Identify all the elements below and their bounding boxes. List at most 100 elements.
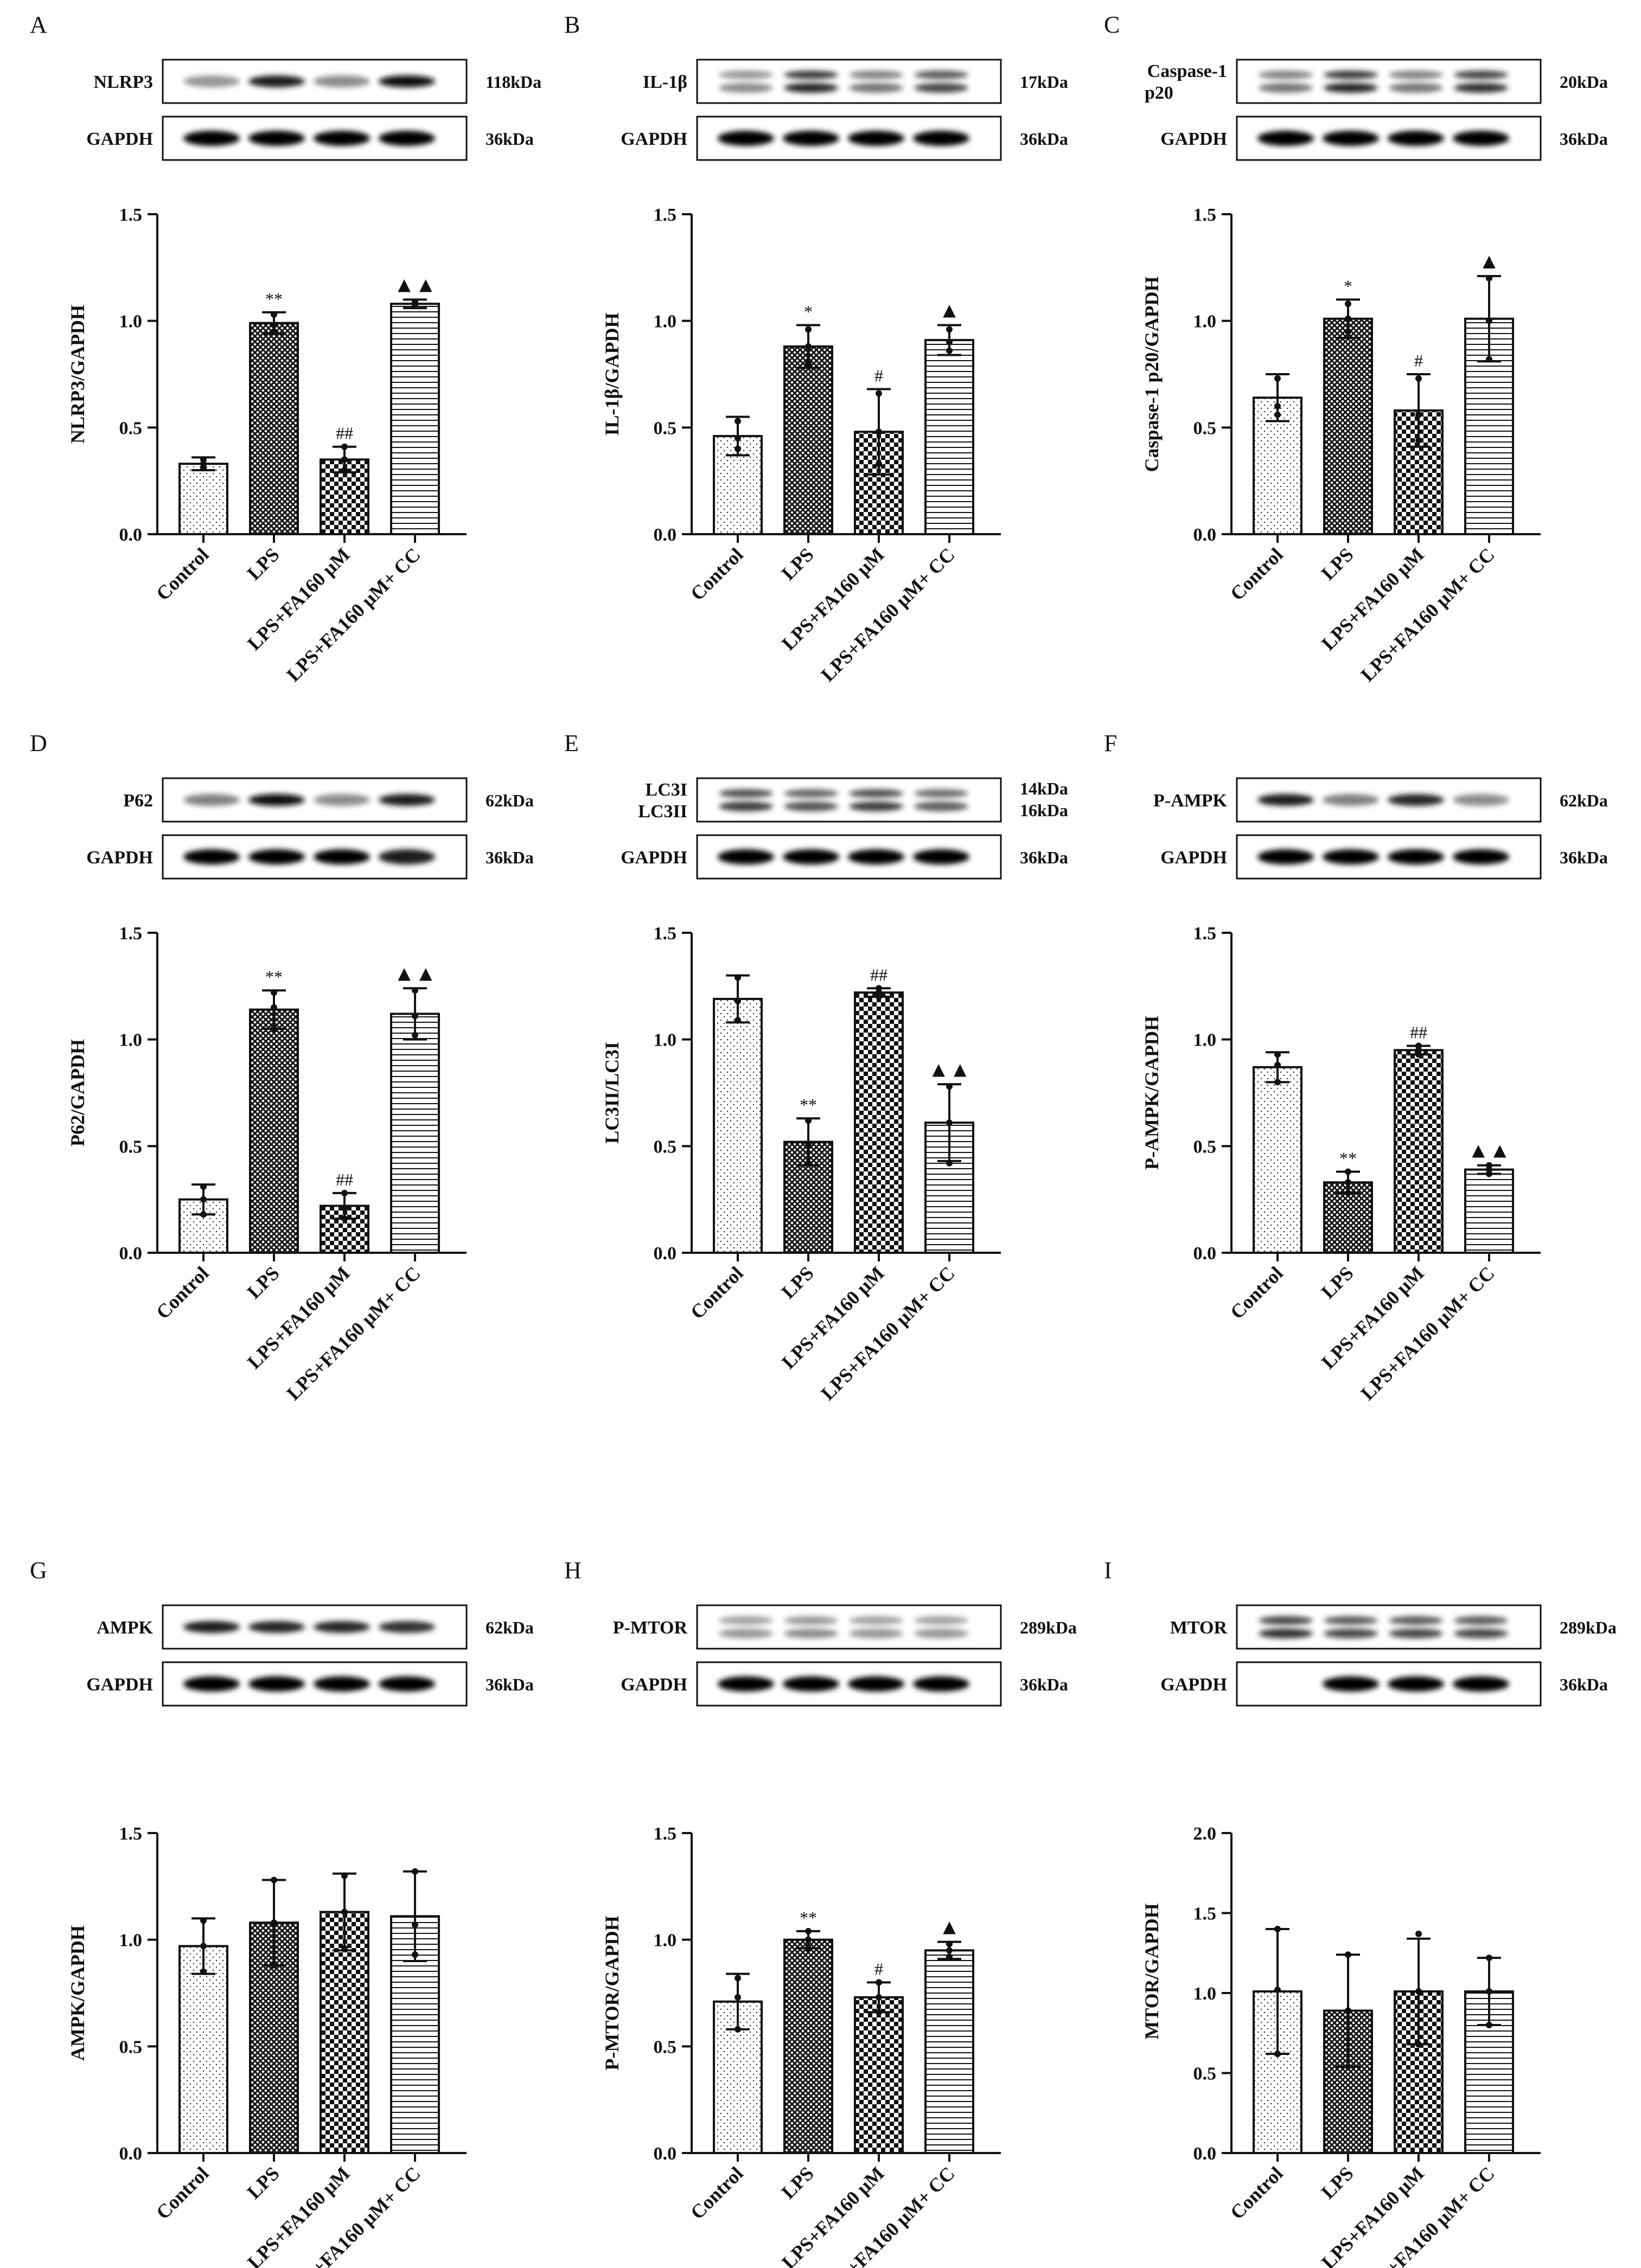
y-tick-label: 1.5: [119, 1824, 143, 1844]
blot-band: [718, 1676, 774, 1692]
blot-band: [1454, 1616, 1508, 1625]
blot-row-gapdh: GAPDH 36kDa: [621, 834, 1068, 880]
bar: [1464, 1990, 1514, 2155]
data-point: [946, 347, 953, 354]
y-tick-label: 0.0: [654, 525, 677, 545]
y-tick-label: 1.5: [1193, 205, 1217, 225]
y-axis-label: P-AMPK/GAPDH: [1141, 1016, 1163, 1170]
data-point: [1415, 1988, 1422, 1995]
blot-band: [379, 849, 435, 864]
kda-label: 36kDa: [1560, 1675, 1608, 1694]
y-axis-label: AMPK/GAPDH: [67, 1925, 88, 2061]
x-tick-label: LPS: [243, 543, 284, 584]
kda-label: 17kDa: [1020, 72, 1068, 92]
y-tick-label: 0.5: [1193, 1137, 1217, 1157]
data-point: [341, 1189, 348, 1196]
panel-g: G AMPK 62kDa GAPDH 36kDa 0.0 0.5 1.0 1.5 AMPK/GAP…: [30, 1557, 534, 2268]
kda-label: 118kDa: [486, 72, 541, 92]
data-point: [1486, 1955, 1492, 1962]
data-point: [805, 1141, 812, 1148]
data-point: [946, 1940, 953, 1947]
blot-band: [849, 1629, 903, 1638]
blot-band: [914, 802, 968, 811]
blot-band: [783, 1676, 839, 1692]
western-blot: NLRP3 118kDa GAPDH 36kDa: [86, 59, 541, 161]
data-point: [1486, 275, 1492, 281]
blot-band: [848, 131, 904, 146]
data-point: [1345, 1168, 1351, 1175]
blot-band: [1257, 131, 1314, 146]
blot-band: [1389, 83, 1443, 93]
blot-band: [314, 131, 370, 146]
y-tick-label: 0.0: [1193, 2144, 1217, 2164]
blot-band: [784, 802, 838, 811]
data-point: [735, 445, 741, 452]
blot-label: GAPDH: [621, 129, 687, 149]
panel-a: A NLRP3 118kDa GAPDH 36kDa 0.0 0.5 1.0 1.5 NLRP3/…: [30, 11, 541, 686]
data-point: [1274, 411, 1281, 418]
data-point: [1274, 2051, 1281, 2058]
blot-band: [849, 83, 903, 93]
blot-band: [183, 794, 240, 806]
y-tick-label: 1.5: [1193, 924, 1217, 944]
significance-mark: ▲▲: [928, 1057, 970, 1081]
blot-band: [719, 1629, 773, 1638]
data-point: [412, 1013, 418, 1020]
significance-mark: ##: [870, 965, 887, 984]
data-point: [412, 298, 418, 305]
panel-d: D P62 62kDa GAPDH 36kDa 0.0 0.5 1.0 1.5 P62/GAPDH…: [30, 730, 534, 1405]
y-tick-label: 0.5: [654, 2037, 677, 2057]
blot-label: GAPDH: [86, 1675, 153, 1695]
bar: [249, 1008, 299, 1254]
data-point: [1274, 1051, 1281, 1058]
x-tick-label: LPS+FA160 μM+ CC: [282, 1262, 424, 1404]
significance-mark: #: [874, 1959, 883, 1978]
bar: [854, 1996, 904, 2155]
data-point: [341, 1215, 348, 1222]
significance-mark: ##: [336, 1170, 353, 1189]
y-tick-label: 1.0: [1193, 1984, 1217, 2004]
data-point: [1274, 1926, 1281, 1932]
bar: [390, 1013, 440, 1254]
panel-letter: A: [30, 11, 47, 38]
data-point: [1415, 411, 1422, 418]
bar: [178, 1945, 228, 2154]
significance-mark: **: [265, 967, 283, 986]
kda-label: 36kDa: [1020, 129, 1068, 149]
y-tick-label: 1.5: [1193, 1904, 1217, 1924]
x-tick-label: LPS: [243, 1262, 284, 1303]
data-point: [876, 1979, 882, 1986]
data-point: [735, 997, 741, 1004]
x-tick-label: LPS: [777, 2162, 818, 2203]
blot-band: [1453, 794, 1509, 806]
blot-band: [914, 1616, 968, 1625]
x-tick-label: Control: [686, 543, 748, 605]
x-tick-label: Control: [1226, 543, 1287, 605]
y-axis-label: LC3II/LC3I: [601, 1042, 623, 1144]
data-point: [805, 1936, 812, 1943]
y-tick-label: 0.0: [1193, 1244, 1217, 1264]
data-point: [735, 974, 741, 981]
blot-band: [783, 131, 839, 146]
blot-band: [719, 789, 773, 798]
western-blot: P-AMPK 62kDa GAPDH 36kDa: [1153, 777, 1608, 880]
blot-frame: [1236, 59, 1542, 104]
kda-label: 36kDa: [1020, 1675, 1068, 1694]
blot-row-target: NLRP3 118kDa: [93, 59, 541, 104]
data-point: [1486, 317, 1492, 324]
blot-band: [183, 849, 240, 864]
data-point: [1486, 2022, 1492, 2028]
kda-label: 36kDa: [486, 848, 534, 867]
data-point: [271, 322, 277, 329]
blot-band: [379, 75, 435, 87]
data-point: [1345, 1951, 1351, 1958]
x-tick-label: Control: [152, 1262, 213, 1323]
panel-letter: E: [564, 730, 579, 757]
x-tick-label: LPS: [1317, 543, 1358, 584]
y-tick-label: 2.0: [1193, 1824, 1217, 1844]
